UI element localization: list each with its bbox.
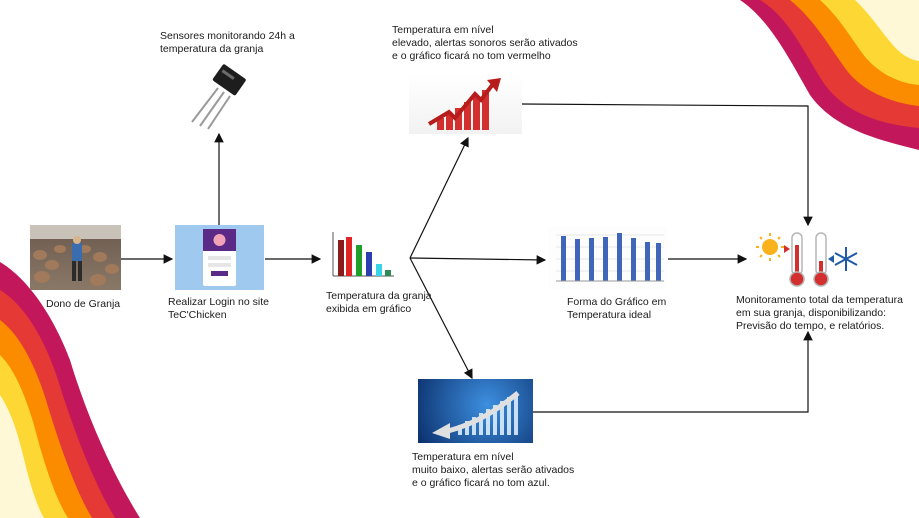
temperature-sensor-image [184,62,256,130]
ideal-temperature-label: Forma do Gráfico em Temperatura ideal [567,296,667,321]
temperature-chart-thumbnail [330,230,396,278]
monitor-label: Monitoramento total da temperatura em su… [736,294,903,332]
arrow-low-to-monitor [533,330,813,413]
low-temperature-chart-image [418,379,533,443]
thermometers-weather-image [748,227,868,290]
sensors-label: Sensores monitorando 24h a temperatura d… [160,30,295,55]
chart-label: Temperatura da granja exibida em gráfico [326,290,432,315]
wave-top-right [740,0,919,150]
high-temperature-chart-image [409,74,522,134]
arrow-chart-to-high [409,136,469,259]
login-label: Realizar Login no site TeC'Chicken [168,296,269,321]
arrow-high-to-monitor [521,103,813,227]
low-temperature-label: Temperatura em nível muito baixo, alerta… [412,451,575,489]
owner-label: Dono de Granja [46,298,121,310]
high-temperature-label: Temperatura em nível elevado, alertas so… [392,24,578,62]
farm-owner-photo [30,225,121,290]
arrow-chart-to-ideal [409,255,547,265]
sun-icon [756,233,784,261]
wave-bottom-left [0,262,140,518]
arrow-chart-to-low [409,257,473,380]
thermometer-cold-icon [813,232,829,287]
login-page-thumbnail [175,225,264,290]
snowflake-icon [834,247,858,271]
thermometer-hot-icon [789,232,805,287]
ideal-temperature-chart-image [548,227,667,289]
